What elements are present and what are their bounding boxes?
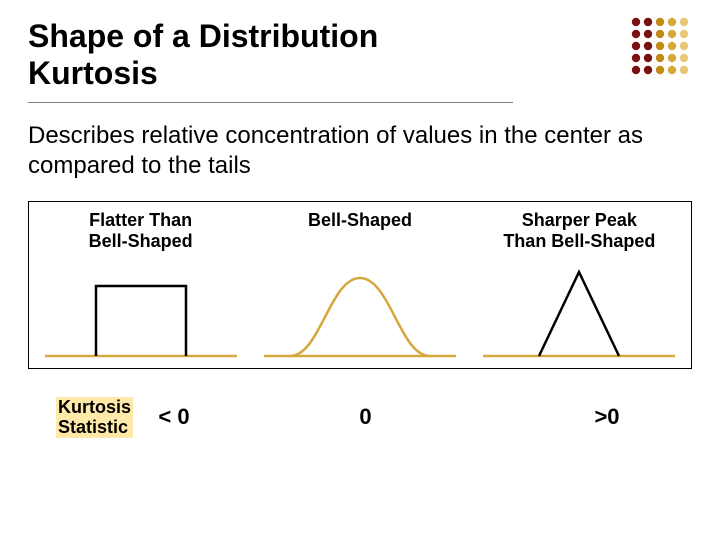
panel-label: Bell-Shaped: [308, 210, 412, 258]
distribution-panel: Bell-Shaped: [258, 210, 461, 362]
kurtosis-label-line-2: Statistic: [58, 417, 128, 437]
kurtosis-label-line-1: Kurtosis: [58, 397, 131, 417]
kurtosis-value-positive: >0: [522, 404, 692, 430]
kurtosis-value-negative: < 0: [139, 404, 209, 430]
distribution-shape-icon: [260, 266, 460, 362]
distribution-shape-icon: [41, 266, 241, 362]
title-line-2: Kurtosis: [28, 55, 158, 91]
slide-title: Shape of a Distribution Kurtosis: [28, 18, 378, 92]
slide: Shape of a Distribution Kurtosis Describ…: [0, 0, 720, 540]
kurtosis-statistic-label: Kurtosis Statistic: [56, 397, 133, 438]
panel-label: Flatter ThanBell-Shaped: [89, 210, 193, 258]
distribution-shape-icon: [479, 266, 679, 362]
distribution-panel: Sharper PeakThan Bell-Shaped: [478, 210, 681, 362]
title-underline: [28, 102, 513, 103]
decorative-dot-grid-icon: [628, 14, 698, 84]
description-text: Describes relative concentration of valu…: [28, 121, 692, 181]
distribution-panels: Flatter ThanBell-Shaped Bell-Shaped Sharpe…: [28, 201, 692, 369]
panel-label: Sharper PeakThan Bell-Shaped: [503, 210, 655, 258]
kurtosis-statistic-row: Kurtosis Statistic < 0 0 >0: [28, 397, 692, 438]
kurtosis-value-zero: 0: [209, 404, 522, 430]
title-line-1: Shape of a Distribution: [28, 18, 378, 54]
distribution-panel: Flatter ThanBell-Shaped: [39, 210, 242, 362]
title-row: Shape of a Distribution Kurtosis: [28, 18, 692, 92]
